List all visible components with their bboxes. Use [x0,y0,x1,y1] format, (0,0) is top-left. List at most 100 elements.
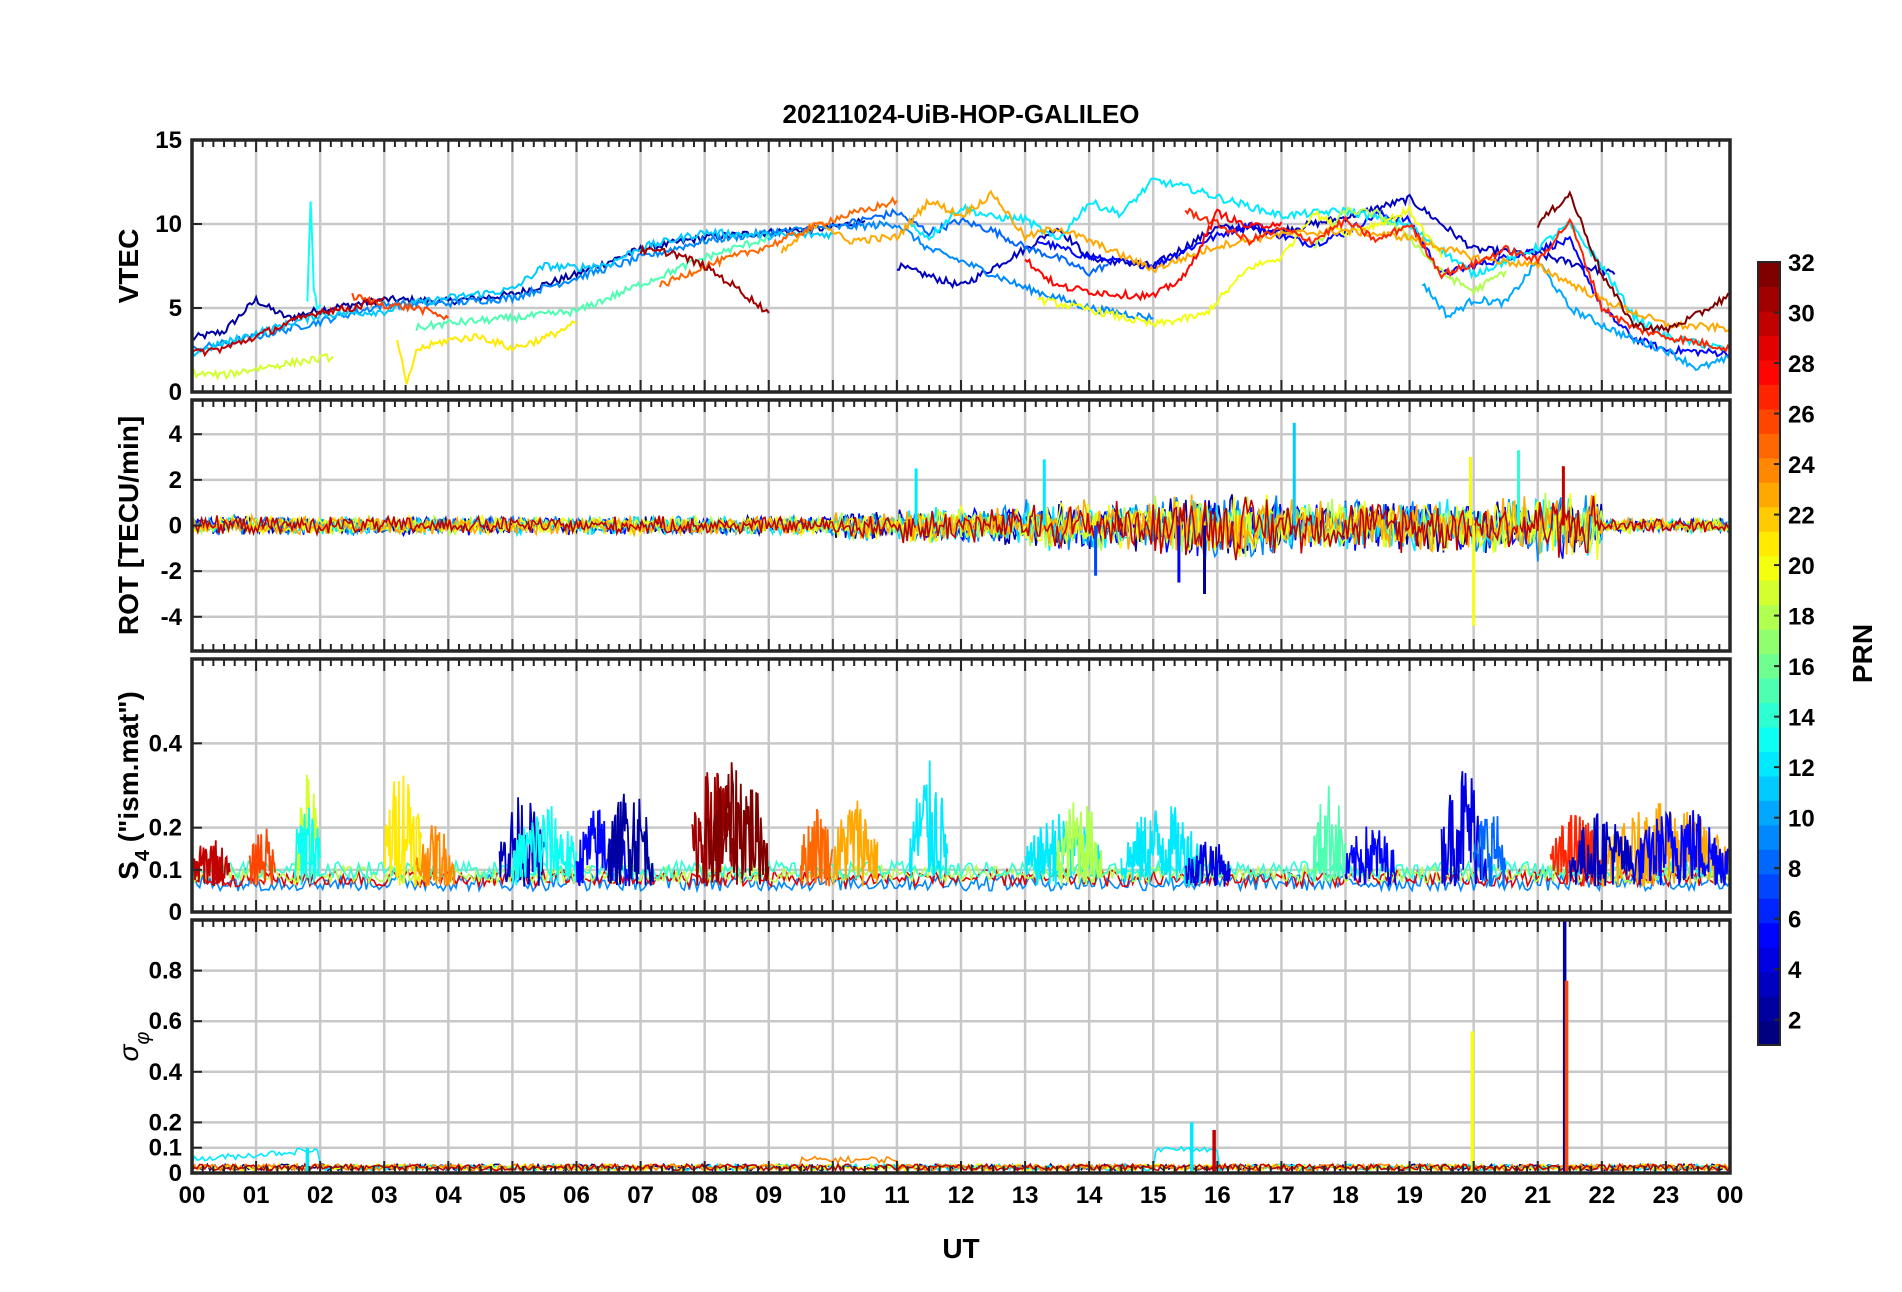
colorbar-swatch [1758,310,1780,337]
x-tick-label: 16 [1204,1182,1231,1209]
s4-series-prn-5 [1344,826,1398,887]
vtec-series-prn-20 [1037,204,1443,329]
x-tick-label: 01 [243,1182,270,1209]
colorbar-swatch [1758,702,1780,728]
y-tick-label-sigma: 0.6 [149,1008,182,1035]
x-tick-label: 05 [499,1182,526,1209]
s4-series-prn-26 [248,828,276,886]
colorbar-swatch [1758,800,1780,826]
colorbar-swatch [1758,482,1780,508]
vtec-series-prn-31 [639,244,770,314]
s4-series-prn-13 [293,807,321,886]
plot-area-vtec [192,177,1730,385]
x-tick-label: 23 [1653,1182,1680,1209]
y-tick-label-rot: 2 [169,467,182,494]
x-tick-label: 03 [371,1182,398,1209]
colorbar-tick-label: 32 [1788,250,1815,277]
colorbar-tick-label: 22 [1788,503,1815,530]
y-axis-label-vtec: VTEC [113,229,144,304]
y-tick-label-rot: 4 [169,421,183,448]
colorbar-tick-label: 16 [1788,654,1815,681]
colorbar-label: PRN [1847,624,1878,683]
s4-series-prn-3 [498,797,546,887]
s4-series-prn-32 [703,762,770,885]
x-tick-label: 07 [627,1182,654,1209]
colorbar-tick-label: 8 [1788,856,1801,883]
x-tick-label: 13 [1012,1182,1039,1209]
x-tick-label: 12 [948,1182,975,1209]
y-tick-label-s4: 0 [169,899,182,926]
colorbar-swatch [1758,580,1780,606]
colorbar-swatch [1758,775,1780,801]
grid-vtec [192,140,1730,392]
colorbar-swatch [1758,531,1780,557]
colorbar-swatch [1758,604,1780,630]
colorbar-swatch [1758,286,1780,312]
colorbar-swatch [1758,384,1780,410]
colorbar-tick-label: 4 [1788,957,1802,984]
s4-series-prn-24 [415,825,456,887]
colorbar-tick-label: 30 [1788,301,1815,328]
x-tick-label: 18 [1332,1182,1359,1209]
s4-series-prn-15 [1312,785,1346,883]
y-axis-label-s4: S4 ("ism.mat") [113,691,154,880]
colorbar-swatch [1758,629,1780,655]
vtec-series-prn-15 [415,234,770,332]
x-axis-label: UT [942,1233,979,1264]
panel-sigma: 00.10.2 0.4 0.6 0.8 σφ 00 01 02 03 04 05 06 07 08 09 10… [113,918,1743,1209]
y-axis-label-rot: ROT [TECU/min] [113,416,144,635]
x-tick-label: 14 [1076,1182,1103,1209]
vtec-series-prn-8 [844,208,1109,277]
s4-series-prn-18 [1056,802,1103,887]
vtec-series-prn-32 [1536,190,1730,334]
colorbar-swatch [1758,653,1780,679]
s4-series-prn-5 [1633,810,1730,886]
y-tick-label-sigma: 0 [169,1160,182,1187]
x-tick-label: 00 [179,1182,206,1209]
x-tick-label: 06 [563,1182,590,1209]
vtec-series-prn-3 [896,193,1616,290]
vtec-series-prn-27 [1184,207,1730,353]
colorbar-tick-label: 26 [1788,402,1815,429]
colorbar-tick-label: 6 [1788,907,1801,934]
colorbar-frame [1757,261,1781,1046]
x-tick-label: 08 [691,1182,718,1209]
colorbar-tick-label: 18 [1788,604,1815,631]
s4-series-prn-19 [293,774,321,886]
vtec-series-prn-5 [1037,209,1730,359]
colorbar-swatch [1758,1020,1780,1046]
plot-area-s4 [192,760,1730,894]
y-axis-label-sigma: σφ [113,1032,154,1062]
s4-series-prn-13 [511,805,578,886]
panel-rot: -4 -2 0 2 4 ROT [TECU/min] [113,398,1732,653]
colorbar-swatch [1758,873,1780,899]
colorbar-tick-label: 28 [1788,351,1815,378]
vtec-series-prn-11 [192,227,834,358]
x-tick-label: 02 [307,1182,334,1209]
colorbar-swatch [1758,947,1780,973]
x-tick-label: 15 [1140,1182,1167,1209]
colorbar-swatch [1758,262,1780,288]
colorbar-tick-label: 20 [1788,553,1815,580]
s4-series-prn-4 [1184,841,1231,887]
y-tick-label-rot: -4 [161,604,183,631]
vtec-series-prn-28 [1024,208,1283,302]
rot-series-prn-23 [192,494,1729,555]
x-tick-label: 22 [1588,1182,1615,1209]
colorbar-swatch [1758,506,1780,532]
panel-s4: 0 0.1 0.2 0.4S4 ("ism.mat") [113,657,1732,926]
colorbar-tick-label: 14 [1788,705,1815,732]
vtec-series-prn-2 [192,217,866,341]
s4-series-prn-3 [1568,813,1635,887]
y-tick-label-rot: -2 [161,558,182,585]
vtec-series-prn-21 [396,320,577,385]
x-tick-label: 20 [1460,1182,1487,1209]
y-tick-label-sigma: 0.4 [149,1059,183,1086]
chart-title: 20211024-UiB-HOP-GALILEO [783,99,1140,129]
x-tick-label: 04 [435,1182,462,1209]
s4-series-prn-23 [832,800,879,887]
colorbar-swatch [1758,898,1780,924]
y-tick-label-sigma: 0.2 [149,1109,182,1136]
panel-vtec: 0 5 10 15 VTEC [113,127,1732,406]
